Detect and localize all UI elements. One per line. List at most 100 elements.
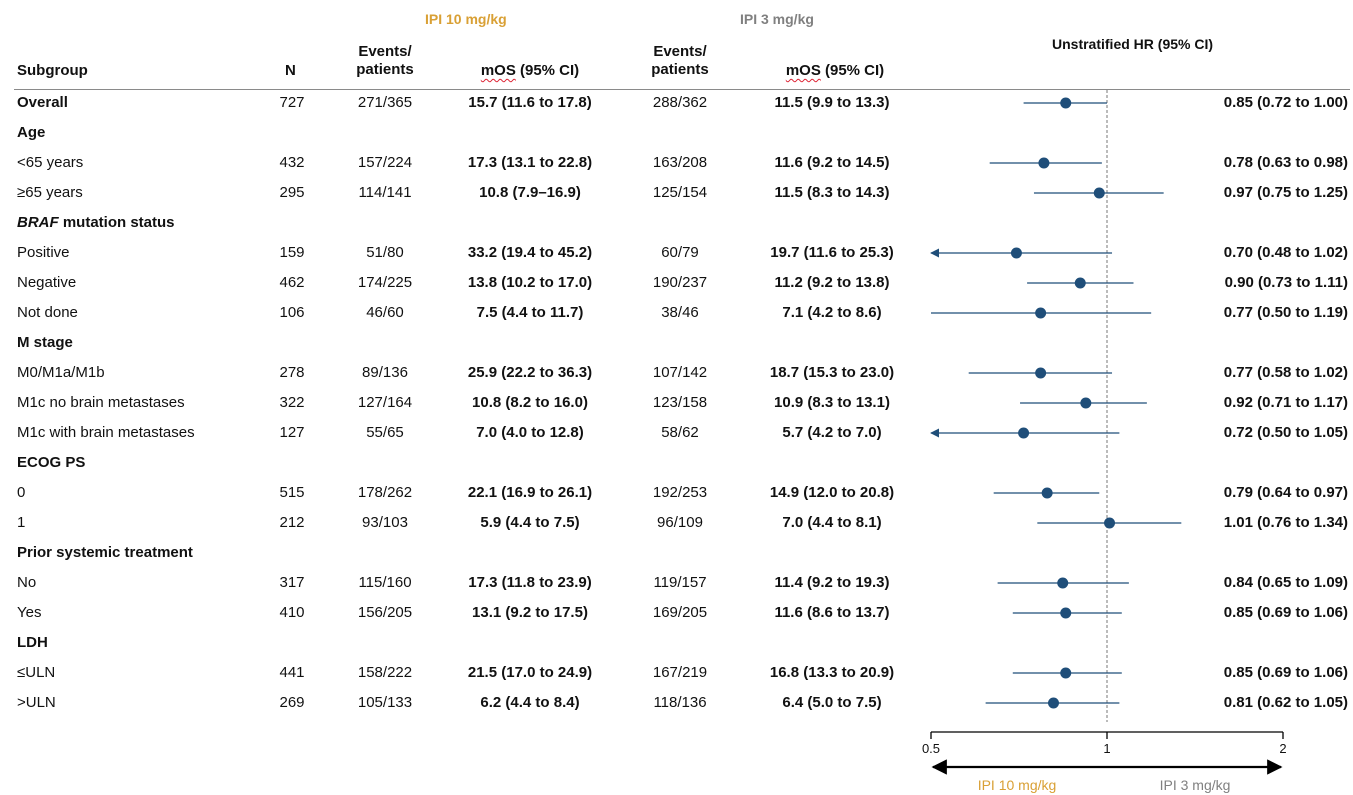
events-ipi3: 58/62 [661, 424, 699, 441]
mos-header-rest: (95% CI) [820, 62, 885, 79]
n-value: 432 [279, 154, 305, 171]
events-ipi10: 158/222 [357, 664, 413, 681]
hr-value: 0.85 (0.69 to 1.06) [1223, 604, 1348, 621]
events-header-line1: Events/ [653, 43, 707, 60]
mos-ipi3: 11.5 (8.3 to 14.3) [774, 184, 890, 201]
hr-point [1060, 667, 1072, 679]
n-value: 462 [279, 274, 305, 291]
header-divider [14, 89, 1350, 90]
hr-point [1093, 187, 1105, 199]
events-ipi3: 60/79 [661, 244, 699, 261]
mos-ipi10: 6.2 (4.4 to 8.4) [480, 694, 580, 711]
n-value: 159 [279, 244, 305, 261]
hr-value: 0.78 (0.63 to 0.98) [1223, 154, 1348, 171]
events-ipi3: 123/158 [652, 394, 708, 411]
mos-ipi10: 13.1 (9.2 to 17.5) [472, 604, 588, 621]
hr-value: 0.77 (0.50 to 1.19) [1223, 304, 1348, 321]
hr-value: 1.01 (0.76 to 1.34) [1223, 514, 1348, 531]
events-ipi3: 169/205 [652, 604, 708, 621]
mos-ipi3: 10.9 (8.3 to 13.1) [774, 394, 890, 411]
mos-ipi3: 14.9 (12.0 to 20.8) [769, 484, 895, 501]
x-tick-label: 0.5 [922, 741, 940, 756]
group-header-rest: mutation status [58, 214, 175, 231]
events-ipi3: 125/154 [652, 184, 708, 201]
events-ipi10: 271/365 [357, 94, 413, 111]
events-ipi10: 89/136 [362, 364, 408, 381]
events-ipi3: 96/109 [657, 514, 703, 531]
hr-point [1041, 487, 1053, 499]
events-header-line1: Events/ [358, 43, 412, 60]
mos-ipi10: 7.0 (4.0 to 12.8) [476, 424, 584, 441]
hr-point [1047, 697, 1059, 709]
n-value: 127 [279, 424, 305, 441]
hr-point [1074, 277, 1086, 289]
events-ipi10: 55/65 [366, 424, 404, 441]
hr-value: 0.92 (0.71 to 1.17) [1223, 394, 1348, 411]
x-tick-label: 1 [1103, 741, 1110, 756]
mos-ipi3: 6.4 (5.0 to 7.5) [782, 694, 882, 711]
events-ipi10: 105/133 [357, 694, 413, 711]
n-value: 106 [279, 304, 305, 321]
events-ipi3: 119/157 [653, 574, 707, 591]
events-ipi10: 46/60 [366, 304, 404, 321]
subgroup-label: 1 [17, 514, 26, 531]
subgroup-label: >ULN [17, 694, 56, 711]
hr-value: 0.77 (0.58 to 1.02) [1223, 364, 1348, 381]
subgroup-label: 0 [17, 484, 26, 501]
group-header-italic: BRAF [17, 214, 59, 231]
n-value: 295 [279, 184, 305, 201]
mos-header-word: mOS [480, 62, 516, 79]
subgroup-label: Not done [17, 304, 78, 321]
ipi3-title: IPI 3 mg/kg [740, 11, 814, 27]
subgroup-label: Overall [17, 94, 68, 111]
mos-header-rest: (95% CI) [515, 62, 580, 79]
events-ipi3: 38/46 [661, 304, 699, 321]
events-ipi10: 51/80 [366, 244, 404, 261]
n-value: 317 [279, 574, 305, 591]
hr-value: 0.85 (0.69 to 1.06) [1223, 664, 1348, 681]
subgroup-label: ≥65 years [17, 184, 83, 201]
hr-column-title: Unstratified HR (95% CI) [1052, 36, 1214, 52]
hr-point [1080, 397, 1092, 409]
hr-point [1018, 427, 1030, 439]
events-header-line2: patients [356, 61, 414, 78]
n-value: 322 [279, 394, 305, 411]
subgroup-label: M0/M1a/M1b [17, 364, 105, 381]
events-ipi3: 190/237 [652, 274, 708, 291]
n-value: 515 [279, 484, 305, 501]
events-ipi10: 157/224 [357, 154, 413, 171]
subgroup-label: Negative [17, 274, 77, 291]
mos-ipi3: 11.5 (9.9 to 13.3) [774, 94, 890, 111]
events-ipi3: 163/208 [652, 154, 708, 171]
events-ipi10: 127/164 [357, 394, 413, 411]
hr-point [1104, 517, 1116, 529]
mos-header-ipi3: mOS (95% CI) [745, 62, 925, 79]
hr-point [1060, 97, 1072, 109]
mos-ipi10: 10.8 (7.9–16.9) [479, 184, 581, 201]
events-ipi3: 107/142 [652, 364, 708, 381]
favors-ipi10-label: IPI 10 mg/kg [978, 777, 1057, 793]
group-header: Age [17, 124, 46, 141]
n-value: 410 [279, 604, 305, 621]
hr-value: 0.84 (0.65 to 1.09) [1223, 574, 1348, 591]
mos-ipi10: 7.5 (4.4 to 11.7) [476, 304, 584, 321]
hr-value: 0.90 (0.73 to 1.11) [1224, 274, 1348, 291]
subgroup-label: <65 years [17, 154, 84, 171]
hr-point [1010, 247, 1022, 259]
subgroup-label: M1c with brain metastases [17, 424, 195, 441]
group-header: BRAF mutation status [17, 214, 175, 231]
subgroup-label: Yes [17, 604, 42, 621]
events-ipi10: 174/225 [357, 274, 413, 291]
hr-value: 0.72 (0.50 to 1.05) [1223, 424, 1348, 441]
x-tick-label: 2 [1279, 741, 1286, 756]
mos-ipi10: 33.2 (19.4 to 45.2) [467, 244, 593, 261]
mos-ipi10: 25.9 (22.2 to 36.3) [467, 364, 593, 381]
mos-ipi3: 11.4 (9.2 to 19.3) [774, 574, 890, 591]
events-ipi10: 114/141 [358, 184, 412, 201]
mos-ipi10: 21.5 (17.0 to 24.9) [467, 664, 593, 681]
events-ipi10: 93/103 [362, 514, 408, 531]
group-header: M stage [17, 334, 73, 351]
mos-ipi3: 11.6 (8.6 to 13.7) [774, 604, 890, 621]
subgroup-label: M1c no brain metastases [17, 394, 185, 411]
